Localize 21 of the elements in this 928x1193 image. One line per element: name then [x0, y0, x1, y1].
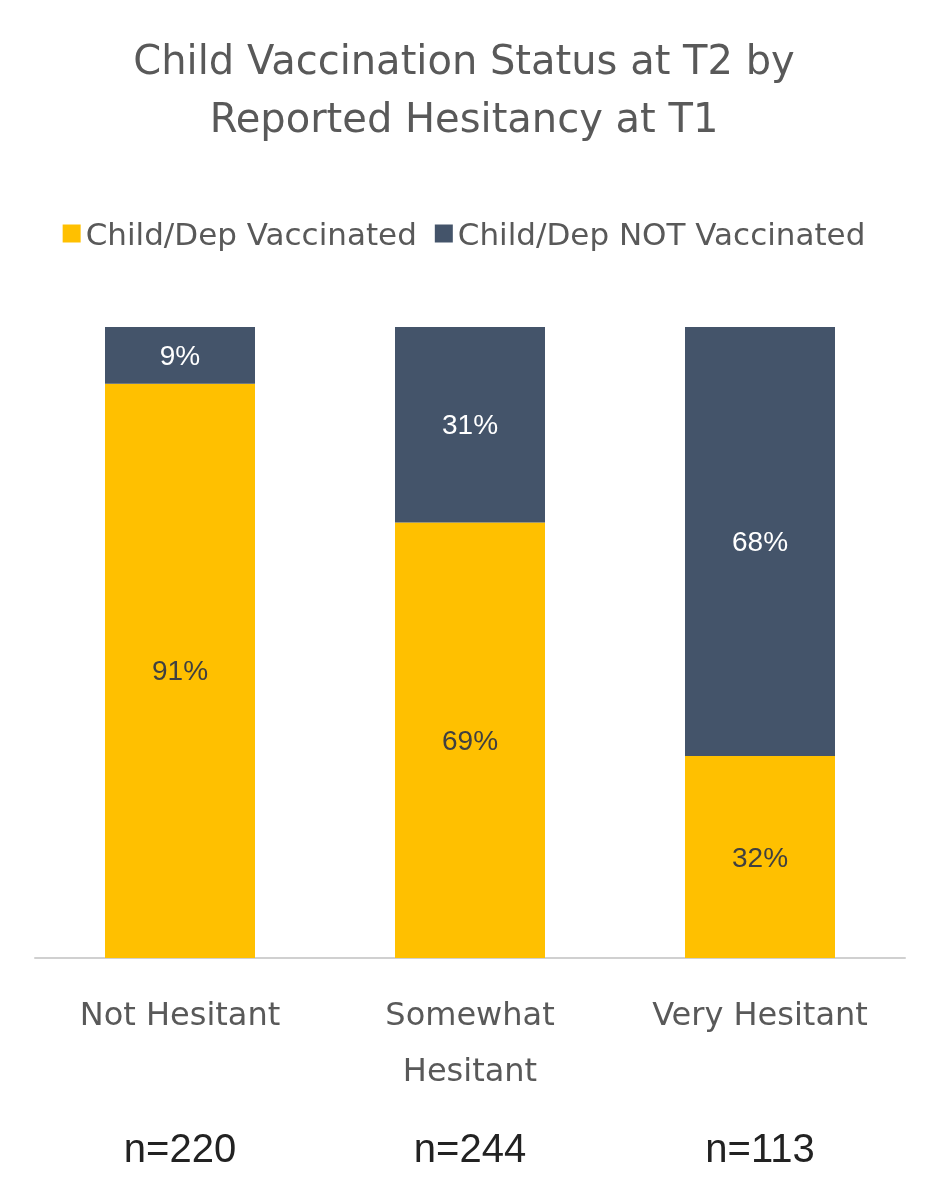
bar [685, 756, 835, 958]
bar [395, 327, 545, 523]
bar [105, 327, 255, 384]
data-label: 69% [441, 724, 499, 756]
x-tick-label: Somewhat Hesitant [385, 995, 555, 1089]
text: n=220 [123, 1126, 237, 1170]
text: n=113 [705, 1126, 815, 1170]
data-label: 68% [731, 526, 789, 558]
legend-label: Child/Dep NOT Vaccinated [457, 215, 866, 252]
data-label: 91% [151, 655, 209, 687]
text: n=244 [413, 1126, 527, 1170]
data-label: 9% [159, 339, 201, 371]
bar [395, 522, 545, 958]
bar [685, 327, 835, 757]
legend-label: Child/Dep Vaccinated [85, 215, 417, 252]
data-label: 32% [731, 841, 789, 873]
chart-title: Child Vaccination Status at T2 by Reported Hesitancy at T1 [133, 37, 795, 141]
x-tick-label: Not Hesitant [79, 995, 281, 1033]
bar [105, 383, 255, 958]
x-tick-label: Very Hesitant [652, 995, 868, 1033]
data-label: 31% [441, 409, 499, 441]
